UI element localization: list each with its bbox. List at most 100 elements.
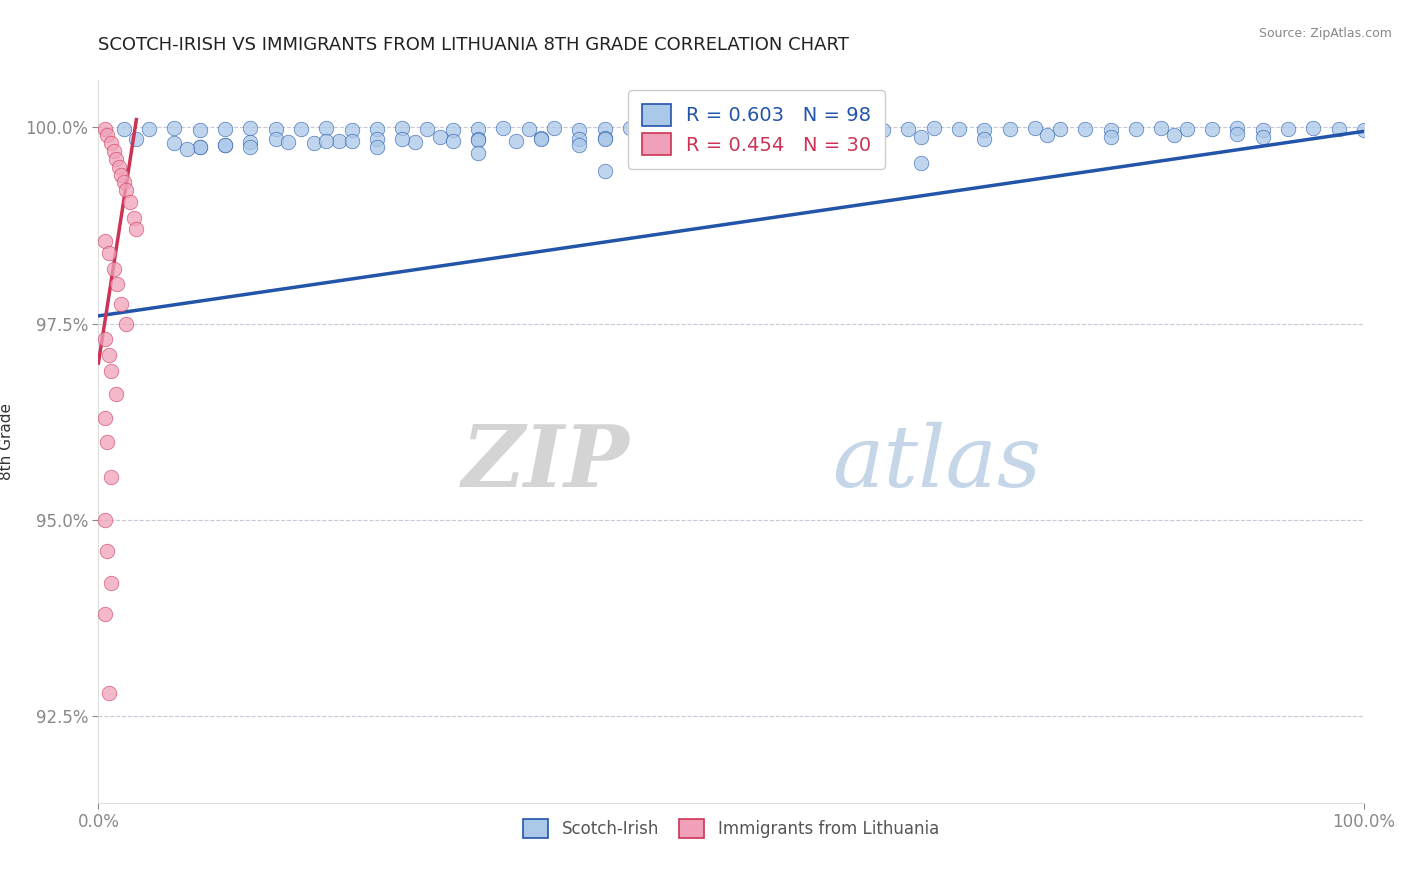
Point (720, 129, 742, 144)
Point (745, 122, 768, 136)
Point (1175, 122, 1198, 136)
Point (783, 148, 806, 162)
Point (100, 575, 122, 590)
Point (188, 140, 211, 154)
Point (441, 122, 464, 136)
Point (315, 121, 337, 136)
Point (1201, 122, 1223, 136)
Point (948, 122, 970, 136)
Point (100, 470, 122, 484)
Point (115, 317, 138, 331)
Y-axis label: 8th Grade: 8th Grade (0, 403, 14, 480)
Point (93, 513, 117, 527)
Point (96, 434, 118, 449)
Point (112, 175, 135, 189)
Point (1251, 129, 1274, 144)
Point (720, 122, 742, 136)
Point (416, 122, 439, 136)
Point (264, 122, 287, 136)
Point (1074, 122, 1097, 136)
Point (176, 142, 198, 156)
Point (441, 134, 464, 148)
Point (277, 135, 299, 149)
Point (1099, 122, 1122, 136)
Point (1049, 122, 1071, 136)
Point (103, 261, 125, 276)
Point (188, 122, 211, 136)
Point (239, 121, 262, 136)
Point (302, 136, 325, 150)
Point (783, 129, 806, 144)
Point (125, 222, 148, 236)
Point (163, 121, 186, 136)
Point (96, 128, 118, 143)
Point (593, 163, 616, 178)
Point (366, 132, 388, 146)
Point (96, 544, 118, 558)
Point (922, 121, 945, 136)
Point (107, 277, 129, 292)
Text: SCOTCH-IRISH VS IMMIGRANTS FROM LITHUANIA 8TH GRADE CORRELATION CHART: SCOTCH-IRISH VS IMMIGRANTS FROM LITHUANI… (98, 36, 849, 54)
Point (366, 140, 388, 154)
Point (910, 129, 932, 144)
Point (163, 136, 186, 150)
Point (505, 134, 527, 148)
Point (492, 121, 515, 136)
Point (315, 134, 337, 148)
Point (97, 686, 120, 700)
Point (1024, 121, 1046, 136)
Point (239, 135, 262, 149)
Point (568, 132, 591, 146)
Point (340, 122, 363, 136)
Point (543, 121, 565, 136)
Point (93, 234, 117, 248)
Point (846, 128, 869, 143)
Point (568, 122, 591, 136)
Point (1125, 122, 1147, 136)
Point (517, 122, 540, 136)
Point (290, 122, 312, 136)
Point (188, 140, 211, 154)
Point (328, 134, 350, 148)
Point (1277, 122, 1299, 136)
Point (97, 246, 120, 260)
Point (568, 137, 591, 152)
Point (404, 135, 426, 149)
Point (796, 122, 818, 136)
Point (429, 129, 451, 144)
Point (214, 137, 236, 152)
Point (467, 132, 489, 146)
Point (720, 133, 742, 147)
Point (593, 130, 616, 145)
Point (1302, 121, 1324, 136)
Point (214, 137, 236, 152)
Point (391, 121, 413, 136)
Point (644, 122, 666, 136)
Point (1226, 121, 1249, 136)
Point (100, 364, 122, 378)
Point (105, 387, 128, 401)
Text: atlas: atlas (832, 422, 1042, 505)
Point (1327, 122, 1350, 136)
Text: ZIP: ZIP (463, 421, 630, 505)
Point (897, 122, 920, 136)
Point (1226, 127, 1249, 141)
Point (669, 122, 692, 136)
Point (105, 152, 128, 166)
Point (631, 132, 654, 146)
Point (103, 144, 125, 158)
Point (821, 122, 844, 136)
Point (1353, 122, 1375, 136)
Point (264, 132, 287, 146)
Legend: Scotch-Irish, Immigrants from Lithuania: Scotch-Irish, Immigrants from Lithuania (517, 813, 945, 845)
Point (593, 122, 616, 136)
Point (1036, 128, 1059, 143)
Point (107, 160, 129, 174)
Point (467, 145, 489, 160)
Point (391, 132, 413, 146)
Point (340, 134, 363, 148)
Point (100, 136, 122, 150)
Point (110, 168, 132, 182)
Point (1099, 129, 1122, 144)
Point (467, 133, 489, 147)
